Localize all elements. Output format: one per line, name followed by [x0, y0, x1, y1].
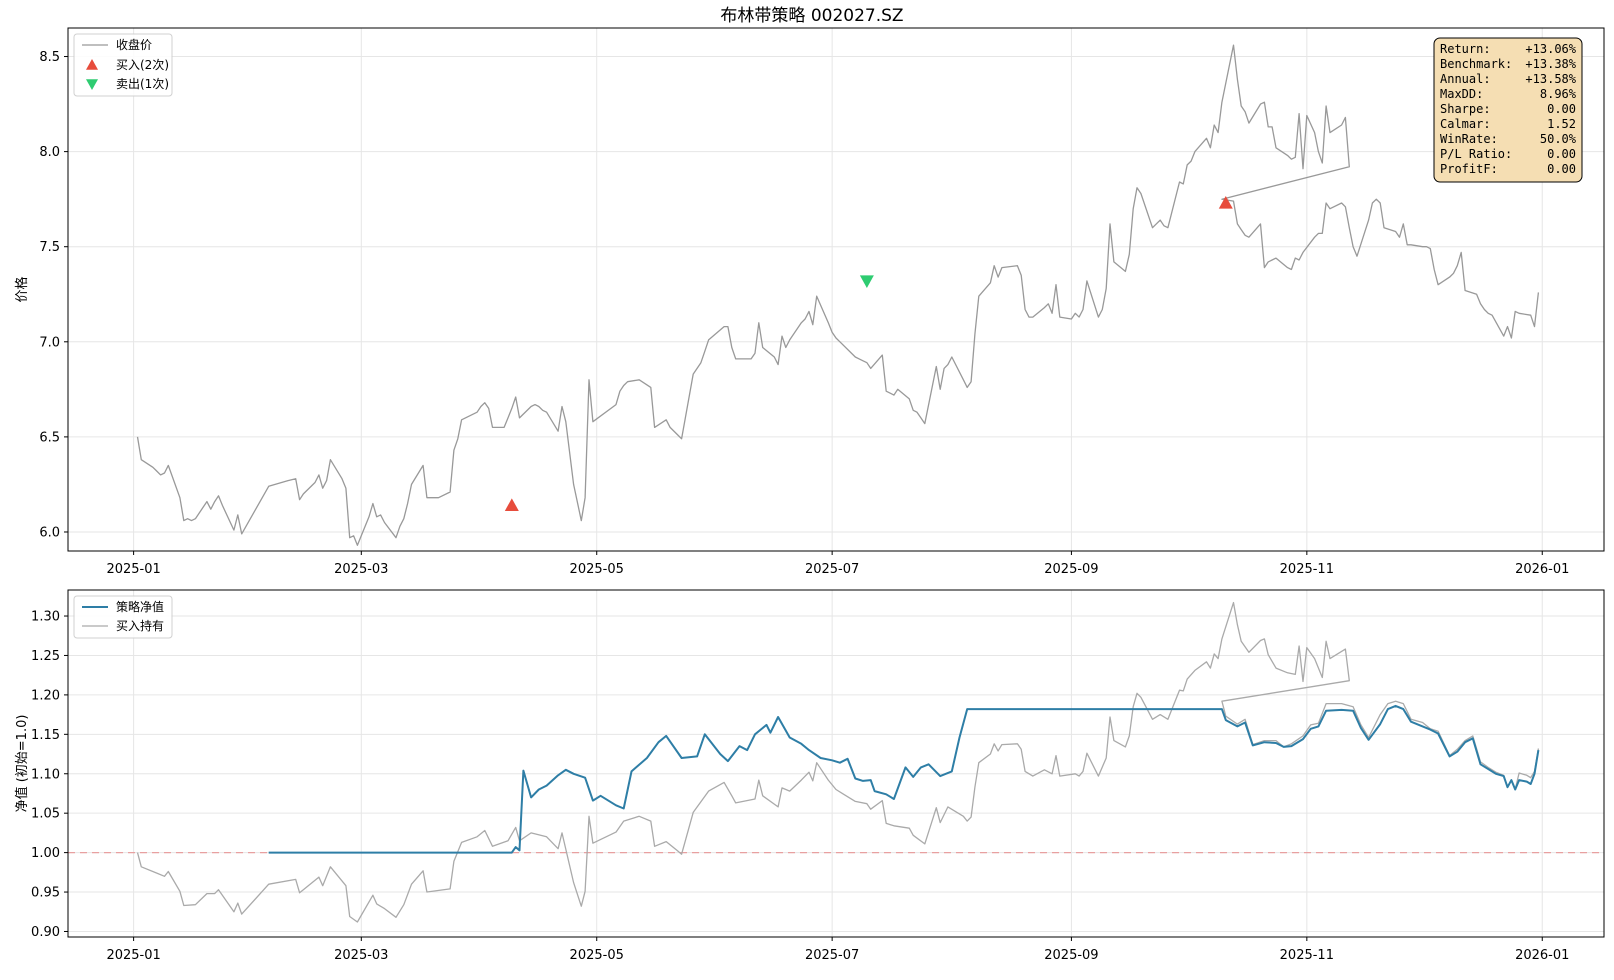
legend-sell-swatch	[86, 79, 98, 90]
stat-label: P/L Ratio:	[1440, 147, 1512, 161]
stats-box-bg	[1433, 37, 1583, 183]
x-tick-label: 2025-07	[805, 948, 859, 963]
axes-frame	[67, 589, 1605, 938]
x-tick-label: 2026-01	[1515, 948, 1569, 963]
x-tick-label: 2025-11	[1280, 562, 1334, 577]
stat-label: Benchmark:	[1440, 57, 1512, 71]
grid-lines	[68, 590, 1604, 937]
x-tick-label: 2025-11	[1280, 948, 1334, 963]
stat-label: ProfitF:	[1440, 162, 1498, 176]
price-axes: 2025-01 2025-03 2025-05 2025-07 2025-09 2025-…	[14, 27, 1605, 577]
stat-label: MaxDD:	[1440, 87, 1483, 101]
y-tick-label: 1.10	[31, 767, 60, 782]
stat-value: 1.52	[1547, 117, 1576, 131]
y-tick-label: 0.95	[31, 886, 60, 901]
stat-label: Sharpe:	[1440, 102, 1491, 116]
stat-value: 0.00	[1547, 147, 1576, 161]
y-tick-label: 8.5	[39, 50, 60, 65]
stat-value: +13.06%	[1525, 42, 1576, 56]
legend-label: 收盘价	[116, 37, 152, 52]
x-tick-label: 2025-01	[106, 948, 160, 963]
stat-label: Return:	[1440, 42, 1491, 56]
legend-label: 买入(2次)	[116, 58, 169, 72]
x-tick-label: 2025-07	[805, 562, 859, 577]
legend-box	[73, 33, 173, 97]
x-tick-label: 2025-03	[334, 562, 388, 577]
buy-marker	[504, 498, 519, 511]
y-tick-label: 0.90	[31, 925, 60, 940]
stat-value: +13.58%	[1525, 72, 1576, 86]
stat-label: Calmar:	[1440, 117, 1491, 131]
stat-label: Annual:	[1440, 72, 1491, 86]
stat-value: 50.0%	[1540, 132, 1577, 146]
y-tick-label: 7.0	[39, 335, 60, 350]
stat-value: 0.00	[1547, 102, 1576, 116]
buy-hold-line	[136, 601, 1540, 923]
legend-label: 买入持有	[116, 618, 164, 633]
y-tick-label: 1.05	[31, 807, 60, 822]
close-price-line	[136, 44, 1540, 546]
y-tick-label: 1.15	[31, 728, 60, 743]
legend-label: 卖出(1次)	[116, 77, 169, 91]
x-tick-label: 2025-01	[106, 562, 160, 577]
grid-lines	[68, 28, 1604, 551]
y-tick-label: 6.0	[39, 525, 60, 540]
y-tick-label: 1.00	[31, 846, 60, 861]
equity-axes: 2025-01 2025-03 2025-05 2025-07 2025-09 2025-…	[14, 589, 1605, 963]
x-tick-label: 2025-09	[1044, 562, 1098, 577]
stat-value: 8.96%	[1540, 87, 1577, 101]
y-tick-label: 1.25	[31, 649, 60, 664]
y-tick-label: 1.30	[31, 610, 60, 625]
stat-label: WinRate:	[1440, 132, 1498, 146]
sell-marker	[859, 275, 874, 288]
legend-label: 策略净值	[116, 599, 164, 614]
y-tick-label: 8.0	[39, 145, 60, 160]
stat-value: 0.00	[1547, 162, 1576, 176]
y-axis-label: 净值 (初始=1.0)	[14, 715, 30, 813]
buy-marker	[1218, 195, 1233, 209]
legend-buy-swatch	[86, 59, 98, 70]
x-tick-label: 2025-05	[570, 562, 624, 577]
x-tick-label: 2025-03	[334, 948, 388, 963]
stats-box: Return: +13.06% Benchmark: +13.38% Annual: +1…	[1433, 37, 1583, 183]
x-tick-label: 2025-09	[1044, 948, 1098, 963]
stat-value: +13.38%	[1525, 57, 1576, 71]
x-tick-label: 2025-05	[570, 948, 624, 963]
x-tick-label: 2026-01	[1515, 562, 1569, 577]
figure-title: 布林带策略 002027.SZ	[720, 6, 903, 26]
y-axis-label: 价格	[14, 276, 30, 302]
y-tick-label: 1.20	[31, 688, 60, 703]
strategy-equity-line	[268, 704, 1540, 854]
axes-frame	[67, 27, 1605, 552]
y-tick-label: 6.5	[39, 430, 60, 445]
y-tick-label: 7.5	[39, 240, 60, 255]
